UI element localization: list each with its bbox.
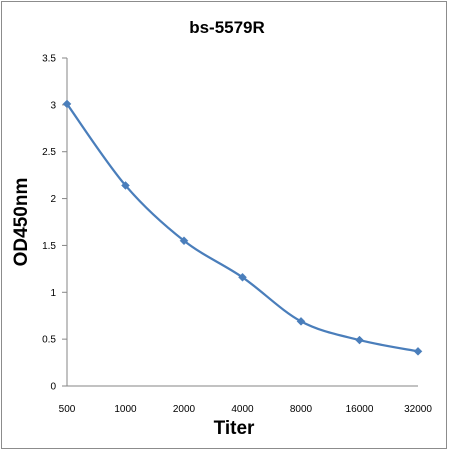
x-tick-label: 4000 [231, 404, 254, 415]
data-point-marker [238, 272, 247, 282]
data-point-marker [179, 236, 189, 246]
y-tick-label: 2.5 [42, 147, 56, 158]
series-line [65, 102, 420, 353]
chart-title: bs-5579R [189, 18, 265, 37]
y-tick-label: 1 [50, 288, 56, 299]
data-point-marker [62, 99, 72, 109]
x-tick-label: 2000 [173, 404, 196, 415]
x-tick-label: 32000 [404, 404, 432, 415]
x-tick-label: 16000 [346, 404, 374, 415]
x-axis-label: Titer [214, 418, 255, 439]
y-tick-label: 1.5 [42, 241, 56, 252]
y-axis-label: OD450nm [11, 178, 32, 267]
series-layer [62, 99, 423, 356]
x-tick-label: 1000 [114, 404, 137, 415]
y-tick-label: 0 [50, 382, 56, 393]
y-axis-ticks: 0 0.5 1 1.5 2 2.5 3 3.5 [42, 54, 67, 393]
y-tick-label: 3.5 [42, 54, 56, 65]
y-tick-label: 2 [50, 194, 56, 205]
data-point-marker [413, 346, 423, 356]
data-point-marker [355, 335, 364, 345]
x-tick-label: 500 [59, 404, 76, 415]
data-point-marker [121, 181, 130, 190]
y-tick-label: 0.5 [42, 335, 56, 346]
data-point-marker [296, 316, 306, 326]
x-tick-label: 8000 [290, 404, 313, 415]
x-axis-ticks: 500 1000 2000 4000 8000 16000 32000 [59, 404, 433, 415]
y-tick-label: 3 [50, 100, 56, 111]
